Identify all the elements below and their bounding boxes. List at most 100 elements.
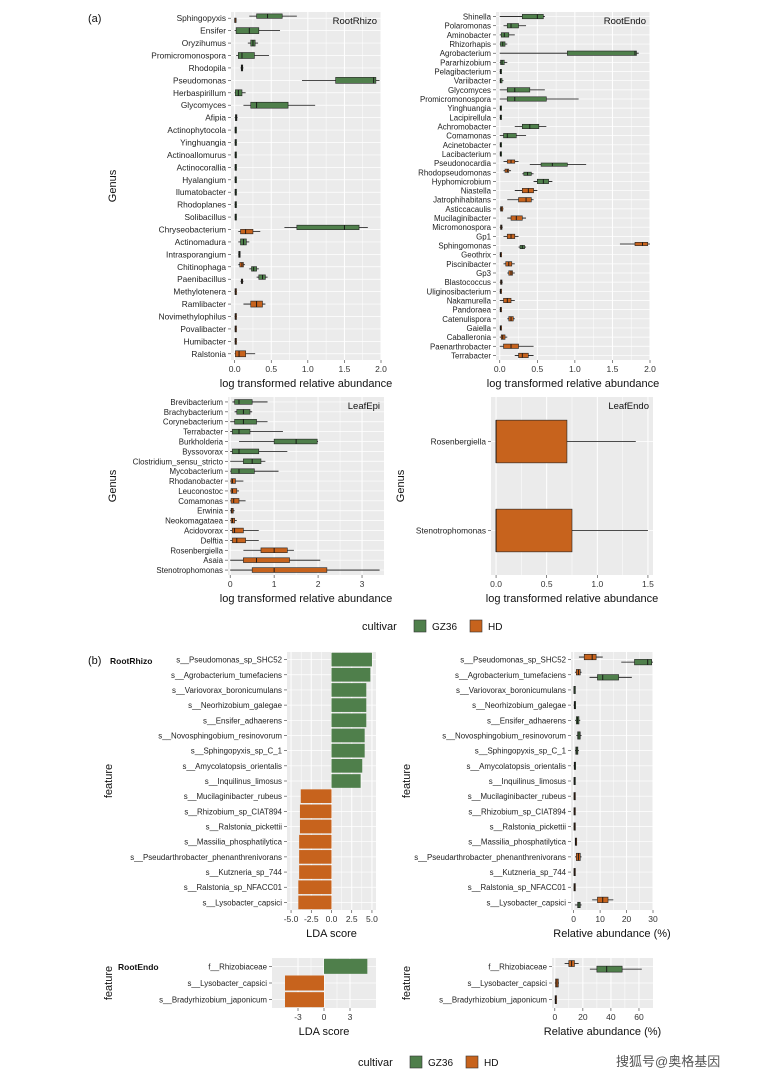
category-label-chryseobacterium: Chryseobacterium (159, 225, 226, 235)
bar-s-ralstonia-sp-nfacc01 (298, 880, 332, 895)
lda_rhizo-x-tick-label: -2.5 (304, 914, 319, 924)
box-comamonas-gz36 (499, 133, 527, 139)
box-s-lysobacter-capsici-hd (554, 978, 560, 988)
category-label-solibacillus: Solibacillus (184, 212, 226, 222)
box-variibacter-gz36 (499, 78, 504, 84)
category-label-comamonas: Comamonas (178, 497, 223, 506)
lda_endo-panel-title: RootEndo (118, 962, 159, 972)
box-glycomyces-gz36 (499, 87, 545, 93)
category-label-piscinibacter: Piscinibacter (446, 260, 491, 269)
category-label-afipia: Afipia (205, 113, 226, 123)
chart-leafendo: Rosenbergiella Stenotrophomonas 0.0 0.5 1.0 1… (395, 397, 658, 605)
box-comamonas-hd-iqr (230, 498, 240, 504)
category-label-s-amycolatopsis-orientalis: s__Amycolatopsis_orientalis (182, 762, 282, 771)
box-rosenbergiella-hd (243, 547, 294, 553)
box-sphingomonas-hd (619, 242, 650, 246)
box-paenarthrobacter-hd (499, 343, 534, 349)
chart-leafepi: BrevibacteriumBrachybacteriumCorynebacte… (107, 397, 392, 605)
box-hyphomicrobium-gz36 (533, 178, 553, 184)
box-glycomyces-gz36-iqr (250, 101, 289, 109)
lda_rhizo-x-tick-label: 0.0 (326, 914, 338, 924)
leafepi-x-tick-label: 2 (316, 579, 321, 589)
leafendo-x-tick-label: 1.0 (591, 579, 603, 589)
category-label-f-rhizobiaceae: f__Rhizobiaceae (488, 962, 547, 971)
category-label-promicromonospora: Promicromonospora (151, 51, 226, 61)
legend-top-title: cultivar (362, 621, 397, 633)
box-glycomyces-gz36 (243, 101, 316, 109)
category-label-pandoraea: Pandoraea (452, 306, 491, 315)
category-label-burkholderia: Burkholderia (179, 438, 224, 447)
box-ramlibacter-hd (243, 300, 266, 308)
box-rosenbergiella-hd (495, 419, 636, 464)
box-pelagibacterium-gz36 (499, 69, 503, 75)
box-agrobacterium-gz36-iqr (567, 50, 637, 56)
category-label-geothrix: Geothrix (461, 251, 491, 260)
box-nakamurella-hd (499, 297, 515, 303)
lda_rhizo-x-tick-label: 5.0 (366, 914, 378, 924)
category-label-promicromonospora: Promicromonospora (420, 95, 492, 104)
box-s-pseudarthrobacter-phenanthrenivorans-hd (574, 852, 582, 861)
category-label-jatrophihabitans: Jatrophihabitans (433, 196, 491, 205)
bar-s-ensifer-adhaerens (331, 713, 367, 728)
category-label-s-inquilinus-limosus: s__Inquilinus_limosus (489, 777, 566, 786)
category-label-s-ralstonia-pickettii: s__Ralstonia_pickettii (490, 823, 567, 832)
rootendo-panel-title: RootEndo (604, 16, 646, 27)
category-label-hyphomicrobium: Hyphomicrobium (432, 177, 492, 186)
category-label-rhodopila: Rhodopila (189, 63, 227, 73)
box-corynebacterium-gz36 (230, 419, 268, 425)
category-label-s-rhizobium-sp-ciat894: s__Rhizobium_sp_CIAT894 (184, 807, 282, 816)
box-methylotenera-hd (234, 288, 237, 295)
box-rhodoplanes-gz36 (234, 201, 237, 208)
category-label-achromobacter: Achromobacter (437, 122, 491, 131)
category-label-s-bradyrhizobium-japonicum: s__Bradyrhizobium_japonicum (159, 996, 267, 1005)
category-label-paenarthrobacter: Paenarthrobacter (430, 342, 491, 351)
box-ensifer-gz36-iqr (235, 27, 260, 34)
box-byssovorax-gz36-iqr (232, 448, 260, 455)
box-aminobacter-gz36 (499, 32, 515, 38)
rootendo-x-tick-label: 2.0 (644, 364, 656, 374)
bar-s-bradyrhizobium-japonicum (285, 992, 324, 1008)
category-label-s-inquilinus-limosus: s__Inquilinus_limosus (205, 777, 282, 786)
category-label-variibacter: Variibacter (454, 77, 492, 86)
category-label-s-pseudomonas-sp-shc52: s__Pseudomonas_sp_SHC52 (460, 656, 566, 665)
box-geothrix-hd (499, 252, 503, 258)
category-label-gaiella: Gaiella (466, 324, 491, 333)
category-label-s-pseudomonas-sp-shc52: s__Pseudomonas_sp_SHC52 (176, 656, 282, 665)
box-s-mucilaginibacter-rubeus-hd (573, 792, 576, 801)
box-stenotrophomonas-hd-iqr (251, 567, 328, 573)
lda_rhizo-y-axis-title: feature (103, 764, 115, 798)
category-label-acidovorax: Acidovorax (184, 527, 223, 536)
box-herbaspirillum-gz36 (234, 89, 246, 97)
category-label-s-lysobacter-capsici: s__Lysobacter_capsici (187, 979, 267, 988)
box-s-ralstonia-sp-nfacc01-hd (573, 883, 576, 892)
legend-bottom-label-gz36: GZ36 (428, 1058, 453, 1069)
box-chitinophaga-gz36 (249, 266, 259, 272)
box-blastococcus-hd (499, 279, 503, 285)
box-gaiella-hd (499, 325, 503, 331)
box-afipia-gz36 (234, 114, 238, 121)
rootrhizo-panel-title: RootRhizo (333, 16, 377, 27)
category-label-clostridium-sensu-stricto: Clostridium_sensu_stricto (133, 457, 224, 466)
category-label-terrabacter: Terrabacter (183, 428, 223, 437)
category-label-pararhizobium: Pararhizobium (440, 58, 491, 67)
leafepi-panel-title: LeafEpi (348, 401, 380, 412)
box-rhodanobacter-hd-iqr (230, 478, 236, 484)
legend-top-swatch-gz36 (413, 619, 427, 633)
box-pararhizobium-gz36 (499, 59, 508, 65)
category-label-niastella: Niastella (461, 187, 492, 196)
lda_rhizo-x-tick-label: -5.0 (284, 914, 299, 924)
legend-bottom: cultivar GZ36 HD (358, 1055, 498, 1069)
box-catenulispora-hd (507, 316, 515, 322)
box-s-novosphingobium-resinovorum-gz36 (576, 731, 582, 740)
box-paenibacillus-hd (240, 278, 244, 284)
box-ensifer-gz36 (234, 27, 281, 34)
box-jatrophihabitans-hd (507, 197, 534, 203)
box-humibacter-hd (234, 338, 237, 345)
box-mycobacterium-gz36 (230, 468, 279, 474)
category-label-methylotenera: Methylotenera (173, 287, 226, 297)
box-pseudomonas-gz36 (301, 77, 380, 84)
abund_endo-x-tick-label: 0 (552, 1012, 557, 1022)
leafepi-panel-background (228, 397, 384, 575)
category-label-sphingopyxis: Sphingopyxis (177, 13, 226, 23)
